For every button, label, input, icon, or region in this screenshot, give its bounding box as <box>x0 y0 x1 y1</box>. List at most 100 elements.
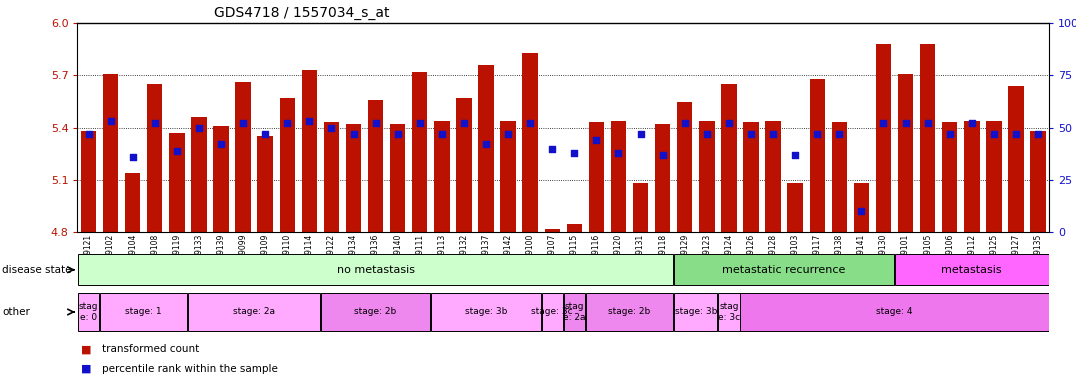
Bar <box>721 84 737 232</box>
Bar <box>147 84 162 232</box>
Bar <box>567 223 582 232</box>
Point <box>124 154 141 160</box>
Text: stage: 3b: stage: 3b <box>465 308 507 316</box>
Point <box>676 121 693 127</box>
Bar <box>611 121 626 232</box>
Point <box>499 131 516 137</box>
Bar <box>368 100 383 232</box>
Text: stag
e: 3c: stag e: 3c <box>718 302 740 322</box>
Bar <box>169 133 185 232</box>
Bar <box>564 293 585 331</box>
Point <box>809 131 826 137</box>
Bar <box>412 72 427 232</box>
Text: stage: 2b: stage: 2b <box>354 308 397 316</box>
Text: transformed count: transformed count <box>102 344 199 354</box>
Point <box>566 150 583 156</box>
Bar <box>744 122 759 232</box>
Bar <box>585 293 674 331</box>
Bar <box>77 254 674 285</box>
Text: metastasis: metastasis <box>942 265 1002 275</box>
Bar <box>434 121 450 232</box>
Point <box>720 121 737 127</box>
Point <box>256 131 273 137</box>
Text: stag
e: 2a: stag e: 2a <box>563 302 585 322</box>
Point <box>1007 131 1024 137</box>
Text: stage: 2b: stage: 2b <box>608 308 651 316</box>
Point <box>345 131 363 137</box>
Text: no metastasis: no metastasis <box>337 265 414 275</box>
Point <box>146 121 164 127</box>
Bar <box>675 293 718 331</box>
Bar <box>920 44 935 232</box>
Bar <box>589 122 604 232</box>
Point <box>235 121 252 127</box>
Bar <box>213 126 229 232</box>
Point <box>875 121 892 127</box>
Bar <box>81 131 96 232</box>
Bar <box>321 293 430 331</box>
Bar <box>431 293 541 331</box>
Bar <box>456 98 471 232</box>
Point <box>742 131 760 137</box>
Bar <box>853 184 869 232</box>
Point <box>279 121 296 127</box>
Bar <box>500 121 515 232</box>
Point <box>787 152 804 158</box>
Text: GDS4718 / 1557034_s_at: GDS4718 / 1557034_s_at <box>213 6 390 20</box>
Point <box>853 209 870 215</box>
Bar <box>832 122 847 232</box>
Bar <box>942 122 958 232</box>
Bar <box>788 184 803 232</box>
Bar <box>699 121 714 232</box>
Point <box>367 121 384 127</box>
Point <box>1030 131 1047 137</box>
Text: other: other <box>2 307 30 317</box>
Bar <box>345 124 362 232</box>
Text: stag
e: 0: stag e: 0 <box>79 302 98 322</box>
Text: ■: ■ <box>81 344 91 354</box>
Bar <box>677 101 693 232</box>
Point <box>323 124 340 131</box>
Bar <box>1031 131 1046 232</box>
Bar <box>100 293 187 331</box>
Point <box>543 146 561 152</box>
Text: stage: 3b: stage: 3b <box>675 308 717 316</box>
Bar <box>301 70 317 232</box>
Point <box>698 131 716 137</box>
Text: stage: 2a: stage: 2a <box>233 308 275 316</box>
Bar <box>541 293 563 331</box>
Bar <box>324 122 339 232</box>
Bar <box>964 121 979 232</box>
Point <box>610 150 627 156</box>
Bar <box>236 82 251 232</box>
Point <box>654 152 671 158</box>
Text: stage: 4: stage: 4 <box>876 308 912 316</box>
Bar <box>390 124 406 232</box>
Point <box>390 131 407 137</box>
Bar <box>895 254 1049 285</box>
Point <box>478 141 495 147</box>
Point <box>102 118 119 124</box>
Bar <box>675 254 894 285</box>
Text: percentile rank within the sample: percentile rank within the sample <box>102 364 278 374</box>
Bar <box>897 74 914 232</box>
Bar <box>280 98 295 232</box>
Point <box>764 131 781 137</box>
Point <box>942 131 959 137</box>
Bar <box>125 173 140 232</box>
Bar <box>740 293 1049 331</box>
Point <box>300 118 317 124</box>
Point <box>522 121 539 127</box>
Text: stage: 3c: stage: 3c <box>532 308 574 316</box>
Point <box>632 131 649 137</box>
Point <box>212 141 229 147</box>
Bar <box>257 136 273 232</box>
Bar <box>192 117 207 232</box>
Point <box>919 121 936 127</box>
Text: stage: 1: stage: 1 <box>126 308 162 316</box>
Text: disease state: disease state <box>2 265 72 275</box>
Point <box>963 121 980 127</box>
Bar <box>544 229 560 232</box>
Point <box>587 137 605 143</box>
Bar <box>1008 86 1023 232</box>
